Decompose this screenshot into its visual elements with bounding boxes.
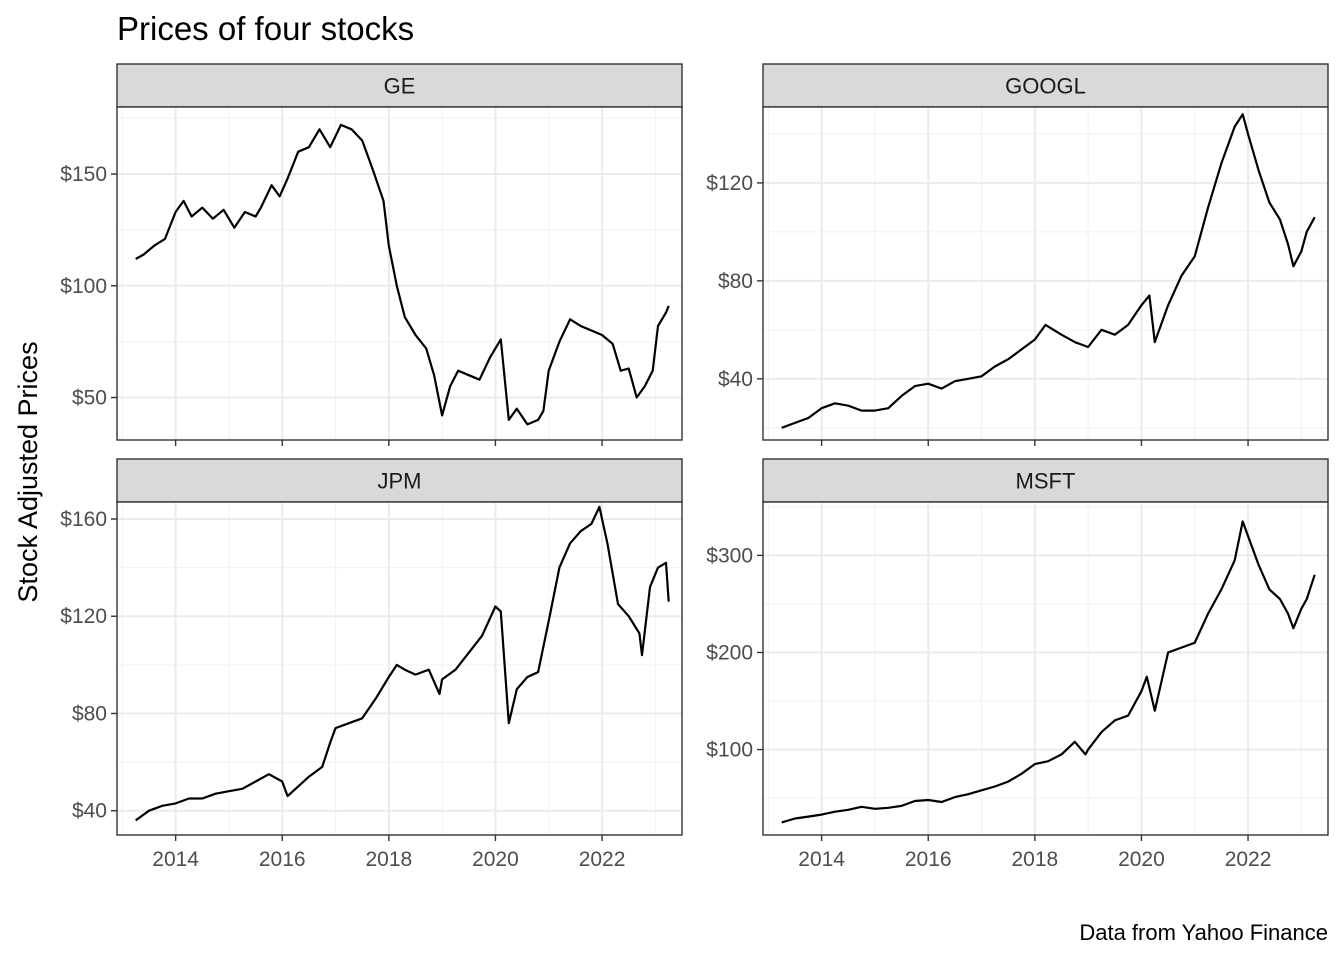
panel-border-ge <box>116 106 683 441</box>
panel-border-msft <box>762 501 1329 836</box>
y-tick-label: $120 <box>706 172 753 195</box>
strip-label-jpm: JPM <box>378 469 422 494</box>
x-tick-label: 2022 <box>579 848 626 871</box>
gridlines-ge <box>117 107 682 440</box>
strip-label-googl: GOOGL <box>1005 74 1086 99</box>
y-tick-label: $40 <box>72 800 107 823</box>
strip-ge <box>116 63 683 108</box>
y-tick-label: $40 <box>718 368 753 391</box>
strip-googl <box>762 63 1329 108</box>
plot-area-ge <box>117 107 682 440</box>
panel-jpm: JPM $40 $80 $120 $160 2014 2016 2018 2020 2022 <box>60 458 683 871</box>
x-tick-label: 2020 <box>472 848 519 871</box>
x-tick-label: 2014 <box>152 848 199 871</box>
y-tick-label: $100 <box>60 275 107 298</box>
chart-title: Prices of four stocks <box>117 10 414 47</box>
panel-border-jpm <box>116 501 683 836</box>
y-tick-label: $50 <box>72 387 107 410</box>
y-tick-label: $120 <box>60 605 107 628</box>
plot-area-jpm <box>117 502 682 835</box>
y-tick-label: $160 <box>60 508 107 531</box>
x-tick-label: 2022 <box>1225 848 1272 871</box>
series-line-jpm <box>135 505 670 822</box>
panel-border-googl <box>762 106 1329 441</box>
series-line-googl <box>781 113 1316 429</box>
plot-area-googl <box>763 107 1328 440</box>
y-axis-label: Stock Adjusted Prices <box>13 341 43 602</box>
x-tick-label: 2018 <box>1011 848 1058 871</box>
x-tick-label: 2016 <box>905 848 952 871</box>
panel-googl: GOOGL $40 $80 $120 <box>706 63 1329 446</box>
gridlines-jpm <box>117 502 682 835</box>
series-line-ge <box>135 123 670 426</box>
y-tick-label: $100 <box>706 739 753 762</box>
strip-label-msft: MSFT <box>1016 469 1076 494</box>
x-tick-label: 2016 <box>259 848 306 871</box>
plot-area-msft <box>763 502 1328 835</box>
y-tick-label: $80 <box>72 702 107 725</box>
y-tick-label: $150 <box>60 163 107 186</box>
panel-msft: MSFT $100 $200 $300 2014 2016 2018 2020 2022 <box>706 458 1329 871</box>
y-tick-label: $300 <box>706 544 753 567</box>
gridlines-googl <box>763 107 1328 440</box>
x-tick-label: 2018 <box>365 848 412 871</box>
chart-caption: Data from Yahoo Finance <box>1079 920 1328 945</box>
y-tick-label: $200 <box>706 641 753 664</box>
facet-panels: GE $50 $100 $150 GOOGL $40 $80 $120 JPM $40 $80 $12… <box>60 63 1329 871</box>
y-tick-label: $80 <box>718 270 753 293</box>
strip-label-ge: GE <box>384 74 416 99</box>
gridlines-msft <box>763 502 1328 835</box>
panel-ge: GE $50 $100 $150 <box>60 63 683 446</box>
strip-jpm <box>116 458 683 503</box>
series-line-msft <box>781 520 1316 824</box>
x-tick-label: 2014 <box>798 848 845 871</box>
x-tick-label: 2020 <box>1118 848 1165 871</box>
